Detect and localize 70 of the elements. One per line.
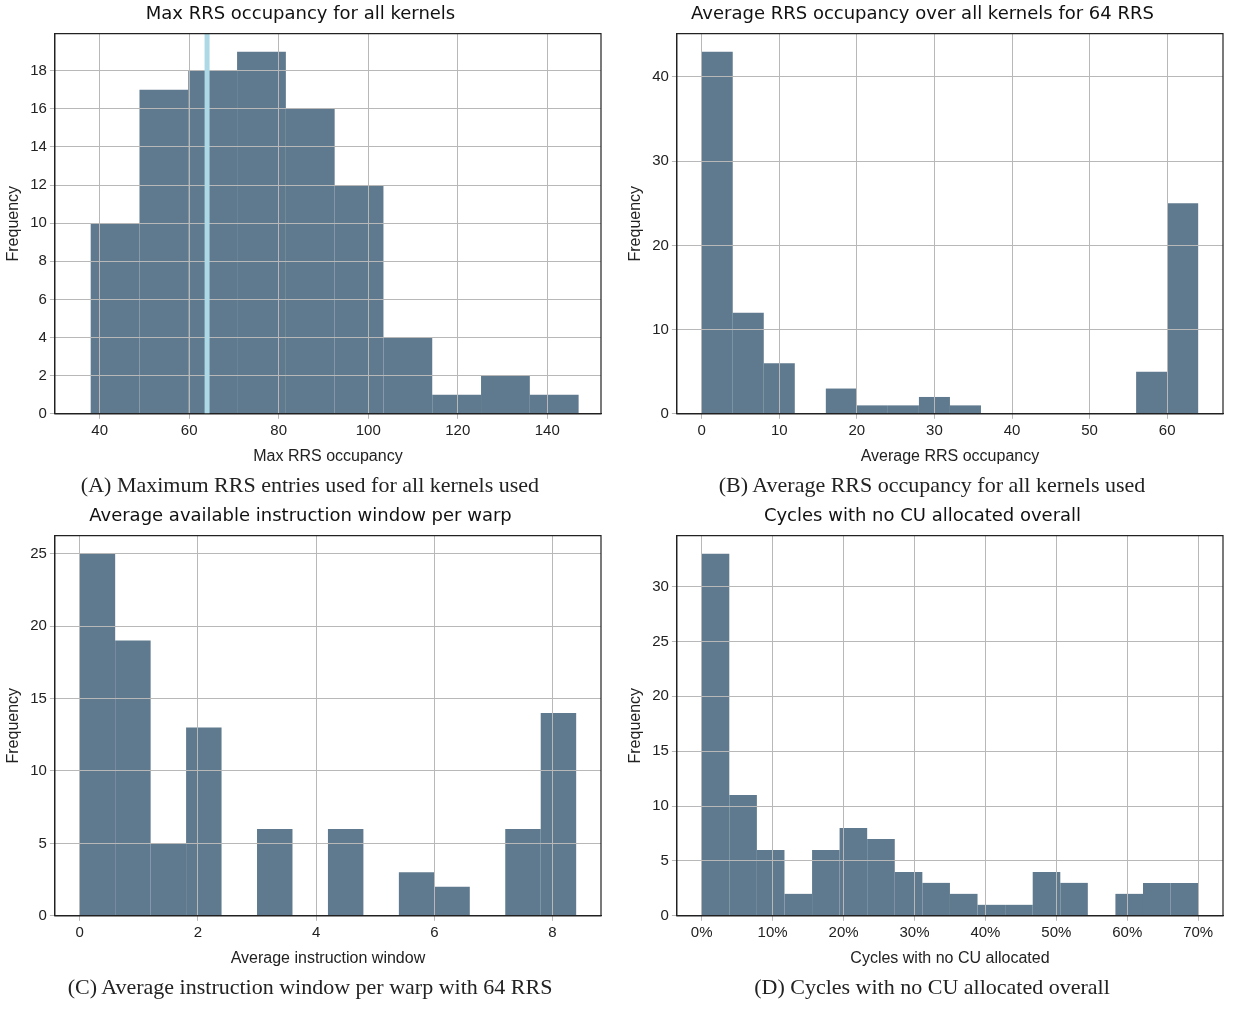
x-tick-label: 80 — [270, 420, 288, 438]
y-axis-title: Frequency — [4, 185, 22, 262]
y-tick-label: 20 — [652, 235, 669, 253]
x-tick-label: 70% — [1183, 922, 1214, 940]
y-tick-label: 14 — [30, 137, 47, 155]
x-tick-label: 50 — [1081, 420, 1098, 438]
y-tick-label: 10 — [30, 213, 47, 231]
x-tick-label: 6 — [430, 922, 439, 940]
y-tick-label: 0 — [38, 403, 47, 421]
x-tick-label: 8 — [548, 922, 557, 940]
x-tick-label: 120 — [445, 420, 471, 438]
y-tick-label: 20 — [652, 686, 669, 704]
x-tick-label: 60% — [1112, 922, 1143, 940]
y-tick-label: 16 — [30, 99, 47, 117]
y-tick-label: 6 — [38, 289, 47, 307]
y-tick-label: 30 — [652, 576, 669, 594]
y-tick-label: 30 — [652, 151, 669, 169]
text: (A) Maximum RRS entries used for all kernels used — [79, 472, 541, 498]
y-axis-title: Frequency — [626, 687, 644, 764]
x-tick-label: 140 — [534, 420, 560, 438]
y-tick-label: 10 — [652, 796, 669, 814]
x-tick-label: 0 — [75, 922, 84, 940]
chart-title: Max RRS occupancy for all kernels — [145, 2, 456, 24]
x-tick-label: 2 — [193, 922, 203, 940]
text: (D) Cycles with no CU allocated overall — [753, 974, 1111, 1000]
x-tick-label: 60 — [1158, 420, 1176, 438]
x-tick-label: 0 — [697, 420, 706, 438]
x-tick-label: 50% — [1041, 922, 1072, 940]
x-axis-title: Average RRS occupancy — [860, 446, 1040, 464]
x-tick-label: 4 — [311, 922, 321, 940]
y-tick-label: 10 — [30, 761, 47, 779]
y-tick-label: 20 — [30, 616, 47, 634]
x-tick-label: 40 — [1003, 420, 1021, 438]
y-tick-label: 15 — [652, 741, 669, 759]
y-tick-label: 0 — [660, 403, 669, 421]
x-tick-label: 40% — [970, 922, 1001, 940]
x-tick-label: 10 — [770, 420, 788, 438]
y-tick-label: 25 — [652, 631, 669, 649]
y-tick-label: 12 — [30, 175, 47, 193]
chart-title: Average RRS occupancy over all kernels for 64 RRS — [691, 2, 1154, 24]
x-tick-label: 30% — [899, 922, 930, 940]
y-tick-label: 2 — [38, 365, 47, 383]
chart-title: Average available instruction window per warp — [89, 504, 512, 526]
y-tick-label: 18 — [30, 60, 47, 78]
text: (C) Average instruction window per warp with 64 RRS — [66, 974, 554, 1000]
y-tick-label: 4 — [38, 327, 47, 345]
x-tick-label: 20 — [848, 420, 866, 438]
x-tick-label: 20% — [828, 922, 859, 940]
y-tick-label: 8 — [38, 251, 47, 269]
y-tick-label: 0 — [660, 905, 669, 923]
y-tick-label: 5 — [660, 851, 669, 869]
x-tick-label: 60 — [180, 420, 198, 438]
x-axis-title: Average instruction window — [230, 948, 426, 966]
x-tick-label: 0% — [690, 922, 713, 940]
x-tick-label: 40 — [91, 420, 108, 438]
y-tick-label: 10 — [652, 319, 669, 337]
chart-title: Cycles with no CU allocated overall — [763, 504, 1082, 526]
y-tick-label: 25 — [30, 543, 47, 561]
x-tick-label: 10% — [757, 922, 788, 940]
y-tick-label: 40 — [652, 67, 669, 85]
y-axis-title: Frequency — [4, 687, 22, 764]
x-tick-label: 100 — [355, 420, 381, 438]
x-axis-title: Cycles with no CU allocated — [850, 948, 1050, 966]
x-axis-title: Max RRS occupancy — [253, 446, 403, 464]
y-tick-label: 0 — [38, 905, 47, 923]
y-tick-label: 5 — [38, 833, 47, 851]
x-tick-label: 30 — [926, 420, 943, 438]
y-tick-label: 15 — [30, 688, 47, 706]
text: (B) Average RRS occupancy for all kernels used — [717, 472, 1147, 498]
y-axis-title: Frequency — [626, 185, 644, 262]
